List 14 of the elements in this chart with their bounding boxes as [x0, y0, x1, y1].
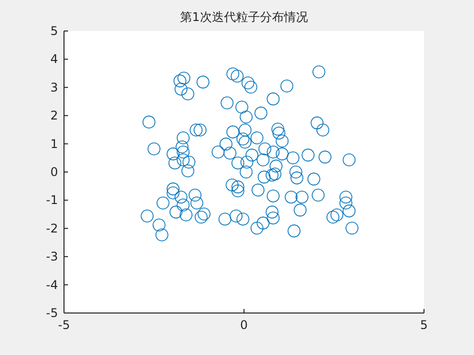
y-tick-label: 0 — [50, 165, 58, 179]
y-tick-label: -3 — [46, 250, 58, 264]
y-tick-label: -5 — [46, 306, 58, 320]
x-tick-label: 0 — [240, 318, 248, 332]
y-tick-label: -4 — [46, 278, 58, 292]
y-tick-label: 4 — [50, 52, 58, 66]
y-tick-label: 1 — [50, 136, 58, 151]
y-tick-label: 3 — [50, 80, 58, 94]
y-tick-label: -1 — [46, 193, 58, 208]
x-tick-label: 5 — [420, 318, 428, 332]
y-tick-label: 2 — [50, 108, 58, 123]
chart-title: 第1次迭代粒子分布情况 — [180, 10, 308, 24]
y-tick-label: -2 — [46, 221, 58, 236]
y-tick-label: 5 — [50, 24, 58, 38]
